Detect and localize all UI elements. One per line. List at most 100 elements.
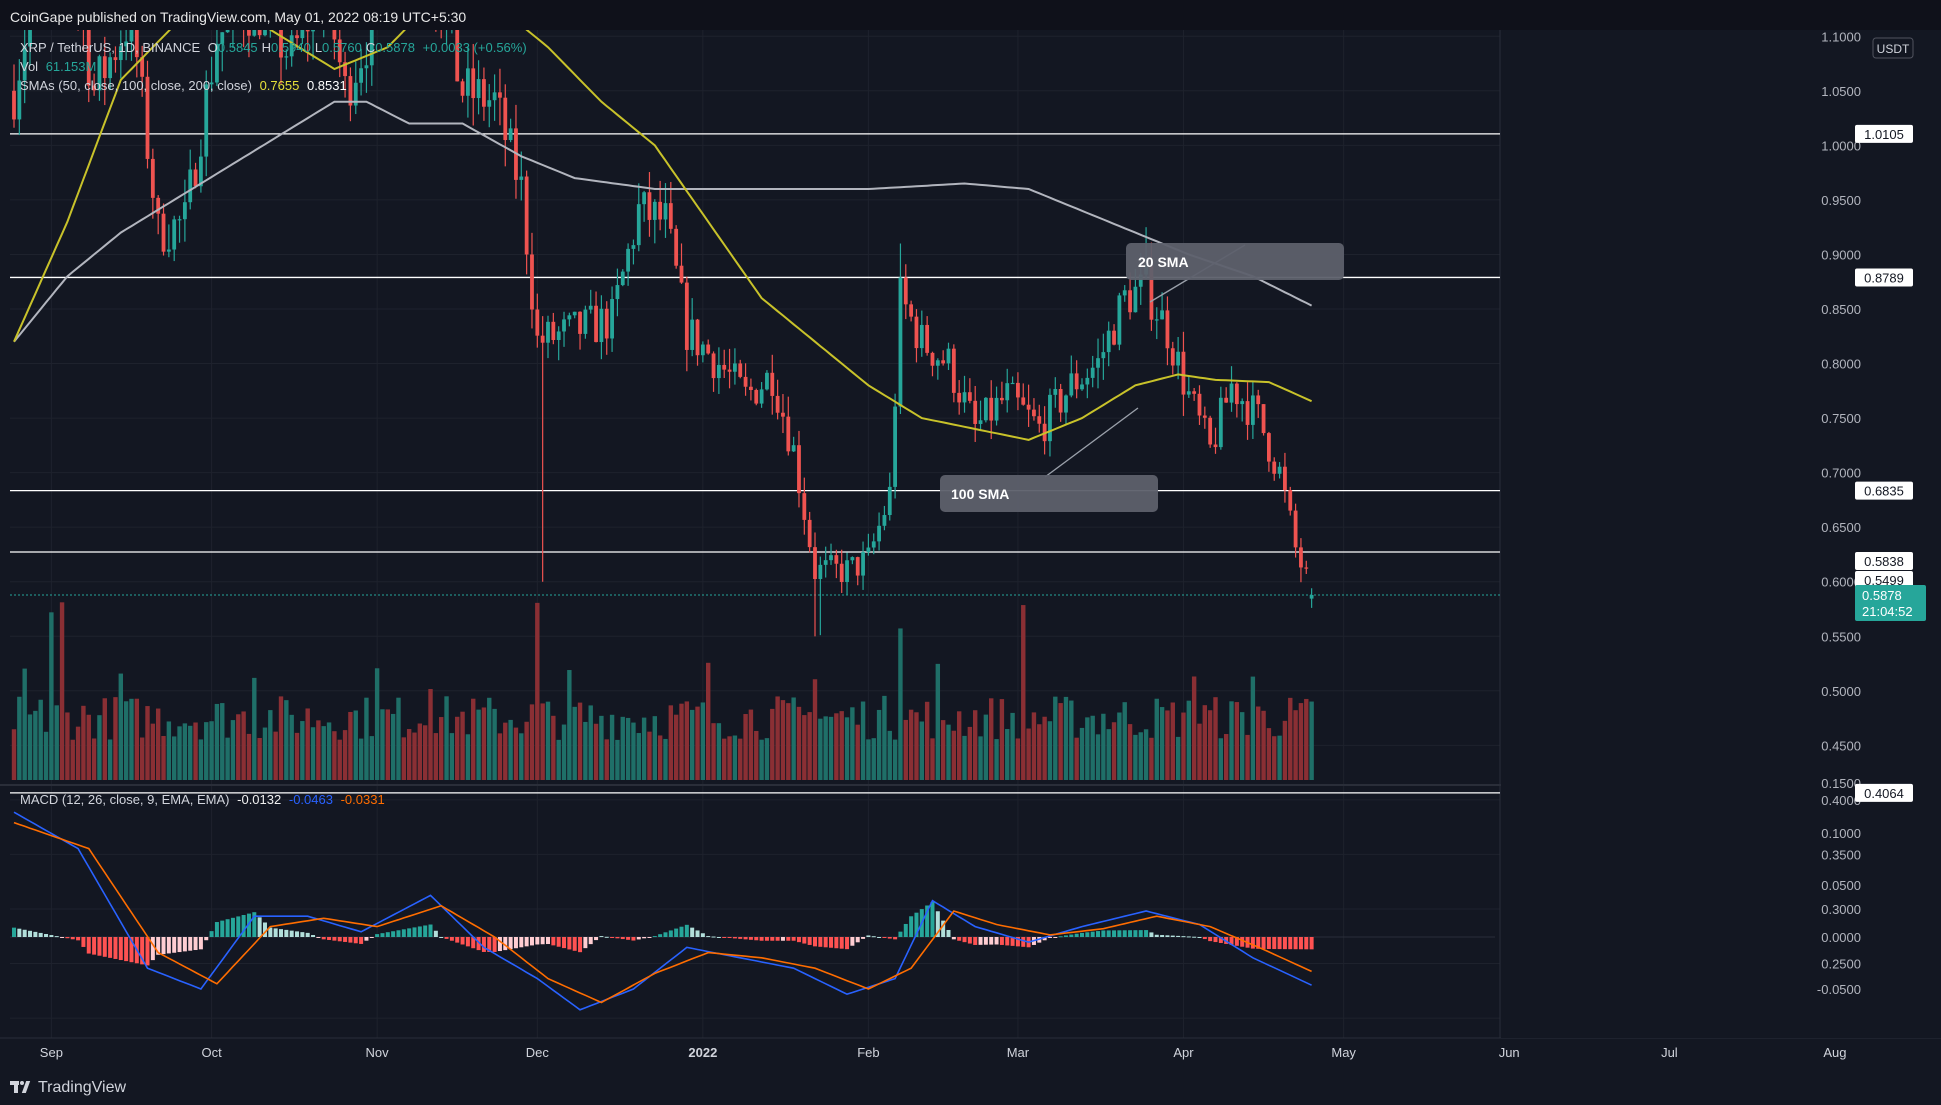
candle: [466, 46, 470, 118]
macd-histogram-bar: [1053, 937, 1058, 938]
sma50-value: 0.7655: [259, 78, 300, 93]
volume-bar: [641, 717, 647, 780]
macd-legend[interactable]: MACD (12, 26, close, 9, EMA, EMA) -0.013…: [20, 792, 385, 807]
time-tick-label: Apr: [1173, 1045, 1194, 1060]
currency-badge[interactable]: USDT: [1872, 37, 1914, 59]
macd-histogram-bar: [764, 937, 769, 941]
macd-histogram-bar: [417, 926, 422, 937]
price-axis[interactable]: 1.25001.20001.15001.10001.05001.00000.95…: [1821, 30, 1926, 972]
level-tag[interactable]: 0.4064: [1855, 783, 1913, 802]
volume-legend[interactable]: Vol 61.153M: [20, 59, 96, 74]
macd-histogram-bar: [236, 916, 241, 937]
macd-histogram-bar: [599, 936, 604, 938]
candle: [818, 556, 823, 636]
level-tag[interactable]: 0.5499: [1855, 571, 1913, 589]
macd-histogram-bar: [610, 937, 615, 938]
volume-bar: [844, 717, 850, 780]
level-tag-label: 0.5838: [1864, 554, 1904, 569]
volume-bar: [1298, 703, 1304, 780]
volume-bar: [182, 723, 188, 780]
volume-bar: [1026, 728, 1031, 780]
candle: [1080, 378, 1084, 391]
volume-bar: [1101, 713, 1106, 780]
volume-bar: [1261, 710, 1266, 780]
candle: [1181, 331, 1186, 416]
candle: [369, 30, 374, 86]
candle: [1069, 355, 1074, 398]
macd-histogram-bar: [583, 937, 588, 949]
volume-bar: [1250, 676, 1256, 780]
ohlc-values: O0.5845 H0.5940 L0.5760 C0.5878: [204, 40, 415, 55]
level-tag[interactable]: 1.0105: [1855, 124, 1913, 143]
macd-histogram-bar: [652, 936, 657, 938]
candle: [647, 172, 652, 237]
macd-histogram-bar: [877, 937, 882, 938]
candle: [743, 363, 748, 396]
symbol-legend[interactable]: XRP / TetherUS, 1D, BINANCE O0.5845 H0.59…: [20, 40, 527, 55]
candle: [1224, 387, 1229, 403]
macd-histogram-bar: [802, 937, 807, 944]
macd-histogram-bar: [220, 920, 225, 937]
volume-bar: [689, 709, 695, 780]
level-tag[interactable]: 0.8789: [1855, 268, 1913, 287]
macd-histogram-bar: [118, 937, 123, 961]
candle: [861, 541, 865, 590]
volume-bar: [193, 722, 198, 780]
macd-histogram-bar: [343, 937, 348, 942]
price-tick-label: 0.1500: [1821, 776, 1861, 791]
level-tag[interactable]: 0.6835: [1855, 481, 1913, 500]
volume-bar: [1047, 721, 1053, 780]
volume-bar: [1085, 717, 1090, 780]
volume-bar: [508, 719, 513, 780]
annotation-100-sma[interactable]: 100 SMA: [940, 407, 1158, 512]
annotation-20-sma[interactable]: 20 SMA: [1126, 243, 1344, 303]
candle: [530, 232, 534, 329]
macd-histogram-bar: [1250, 937, 1255, 949]
macd-histogram-bar: [86, 937, 91, 954]
logo-text: TradingView: [38, 1079, 127, 1096]
volume-bar: [625, 717, 631, 780]
candle: [343, 51, 347, 98]
volume-bar: [38, 699, 43, 780]
macd-histogram-bar: [999, 937, 1004, 945]
candle: [1165, 296, 1170, 366]
price-chart[interactable]: 20 SMA 100 SMA 1.25001.20001.15001.10001.0…: [0, 30, 1941, 1071]
macd-histogram-bar: [481, 937, 486, 952]
volume-bar: [866, 739, 871, 780]
candle: [1186, 376, 1191, 398]
volume-bar: [791, 697, 796, 780]
candle: [1170, 341, 1175, 375]
macd-histogram-bar: [1309, 937, 1314, 950]
volume-bar: [775, 696, 780, 780]
candle: [866, 533, 871, 556]
volume-bar: [615, 739, 620, 780]
volume-bar: [455, 716, 460, 780]
macd-histogram-bar: [930, 901, 935, 937]
ohlc-h: H0.5940: [261, 40, 311, 55]
volume-bar: [940, 720, 946, 780]
tradingview-logo[interactable]: TradingView: [10, 1079, 126, 1097]
volume-bar: [636, 733, 641, 780]
candle: [172, 215, 177, 262]
volume-bar: [209, 721, 214, 780]
time-axis[interactable]: Sep Oct Nov Dec 2022 Feb Mar Apr May Jun Jul Aug: [40, 1045, 1847, 1060]
volume-bar: [471, 698, 476, 780]
candle: [562, 311, 566, 347]
level-tag[interactable]: 0.5838: [1855, 552, 1913, 570]
macd-histogram-bar: [620, 937, 625, 940]
volume-bar: [1288, 697, 1293, 780]
candle: [546, 315, 550, 359]
volume-bar: [348, 711, 353, 780]
macd-line-value: -0.0463: [288, 792, 333, 807]
candle: [337, 30, 342, 78]
sma-legend[interactable]: SMAs (50, close, 100, close, 200, close)…: [20, 78, 347, 93]
macd-histogram-bar: [1288, 937, 1293, 950]
candle: [524, 170, 529, 275]
time-tick-label: Dec: [526, 1045, 550, 1060]
macd-histogram-bar: [54, 936, 59, 938]
volume-bar: [316, 720, 321, 780]
volume-bar: [81, 705, 86, 780]
volume-bar: [919, 721, 924, 780]
macd-axis[interactable]: 0.1000 0.0500 0.0000 -0.0500: [1817, 826, 1861, 997]
